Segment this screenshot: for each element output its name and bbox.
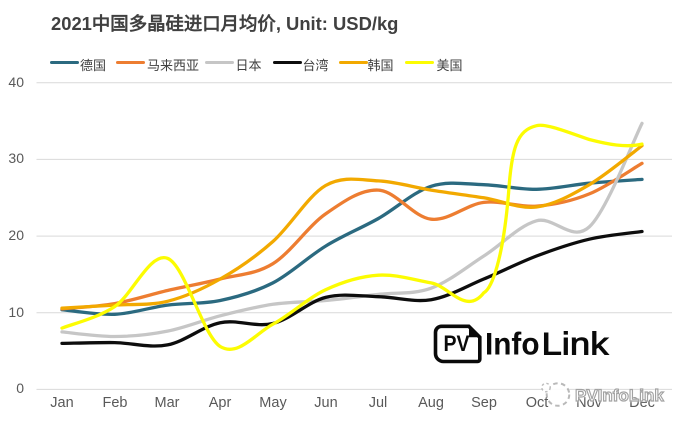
svg-text:Info: Info: [485, 326, 540, 362]
svg-text:Link: Link: [542, 326, 609, 362]
svg-text:PV: PV: [444, 331, 470, 356]
